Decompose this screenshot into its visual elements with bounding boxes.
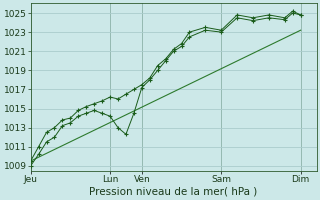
X-axis label: Pression niveau de la mer( hPa ): Pression niveau de la mer( hPa )	[90, 187, 258, 197]
